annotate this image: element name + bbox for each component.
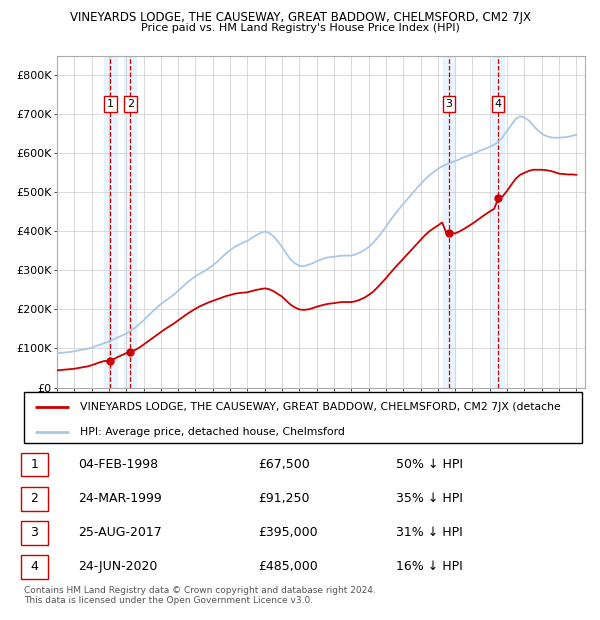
Bar <box>104 56 116 388</box>
Text: £67,500: £67,500 <box>258 458 310 471</box>
Text: VINEYARDS LODGE, THE CAUSEWAY, GREAT BADDOW, CHELMSFORD, CM2 7JX (detache: VINEYARDS LODGE, THE CAUSEWAY, GREAT BAD… <box>80 402 560 412</box>
Text: £91,250: £91,250 <box>258 492 310 505</box>
Text: 31% ↓ HPI: 31% ↓ HPI <box>396 526 463 539</box>
Text: 2: 2 <box>127 99 134 109</box>
Text: 4: 4 <box>31 560 38 574</box>
Text: £395,000: £395,000 <box>258 526 317 539</box>
Text: 35% ↓ HPI: 35% ↓ HPI <box>396 492 463 505</box>
Bar <box>492 56 504 388</box>
Bar <box>443 56 455 388</box>
Bar <box>124 56 136 388</box>
Text: VINEYARDS LODGE, THE CAUSEWAY, GREAT BADDOW, CHELMSFORD, CM2 7JX: VINEYARDS LODGE, THE CAUSEWAY, GREAT BAD… <box>70 11 530 24</box>
Text: 50% ↓ HPI: 50% ↓ HPI <box>396 458 463 471</box>
Text: 24-MAR-1999: 24-MAR-1999 <box>78 492 162 505</box>
Text: Contains HM Land Registry data © Crown copyright and database right 2024.
This d: Contains HM Land Registry data © Crown c… <box>24 586 376 605</box>
Text: 1: 1 <box>31 458 38 471</box>
Text: HPI: Average price, detached house, Chelmsford: HPI: Average price, detached house, Chel… <box>80 427 344 437</box>
Text: 4: 4 <box>494 99 502 109</box>
Text: 1: 1 <box>107 99 114 109</box>
Text: 2: 2 <box>31 492 38 505</box>
Text: £485,000: £485,000 <box>258 560 318 574</box>
Text: 3: 3 <box>31 526 38 539</box>
Text: 24-JUN-2020: 24-JUN-2020 <box>78 560 157 574</box>
Text: 25-AUG-2017: 25-AUG-2017 <box>78 526 162 539</box>
Text: 04-FEB-1998: 04-FEB-1998 <box>78 458 158 471</box>
Text: Price paid vs. HM Land Registry's House Price Index (HPI): Price paid vs. HM Land Registry's House … <box>140 23 460 33</box>
Text: 3: 3 <box>446 99 452 109</box>
Text: 16% ↓ HPI: 16% ↓ HPI <box>396 560 463 574</box>
